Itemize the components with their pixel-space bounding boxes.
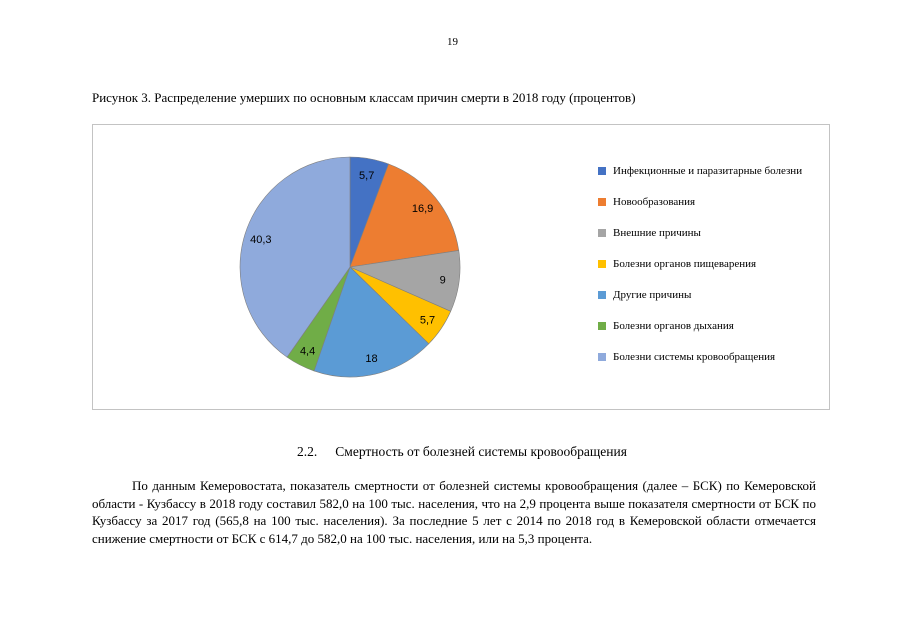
legend-swatch-4 <box>598 290 606 299</box>
pie-chart-frame: 5,7 16,9 9 5,7 18 4,4 40,3 Инфекционные и пара… <box>92 124 830 410</box>
pie-chart-svg: 5,7 16,9 9 5,7 18 4,4 40,3 <box>239 156 461 378</box>
pie-data-label-3: 5,7 <box>420 314 435 326</box>
legend-swatch-6 <box>598 352 606 361</box>
legend-swatch-3 <box>598 259 606 268</box>
pie-data-label-4: 18 <box>365 353 377 365</box>
pie-slice-1 <box>349 163 460 268</box>
legend-swatch-0 <box>598 166 606 175</box>
pie-chart: 5,7 16,9 9 5,7 18 4,4 40,3 <box>219 136 481 398</box>
legend-item-0: Инфекционные и паразитарные болезни <box>598 155 802 186</box>
legend-swatch-2 <box>598 228 606 237</box>
legend-label-3: Болезни органов пищеварения <box>613 257 757 270</box>
pie-data-label-6: 40,3 <box>250 234 271 246</box>
legend-label-6: Болезни системы кровообращения <box>613 350 776 363</box>
legend-item-5: Болезни органов дыхания <box>598 310 802 341</box>
legend-swatch-5 <box>598 321 606 330</box>
legend-item-1: Новообразования <box>598 186 802 217</box>
pie-data-label-0: 5,7 <box>359 170 374 182</box>
section-heading-text: Смертность от болезней системы кровообра… <box>335 444 627 459</box>
legend-item-4: Другие причины <box>598 279 802 310</box>
page-number: 19 <box>447 36 458 48</box>
legend-item-3: Болезни органов пищеварения <box>598 248 802 279</box>
chart-legend: Инфекционные и паразитарные болезни Новоо… <box>598 155 802 372</box>
legend-label-1: Новообразования <box>613 195 696 208</box>
pie-slice-4 <box>313 266 430 378</box>
legend-swatch-1 <box>598 197 606 206</box>
legend-label-0: Инфекционные и паразитарные болезни <box>613 164 803 177</box>
figure-caption: Рисунок 3. Распределение умерших по осно… <box>92 90 636 105</box>
pie-slice-6 <box>239 156 351 358</box>
legend-label-2: Внешние причины <box>613 226 701 239</box>
pie-data-label-5: 4,4 <box>300 345 315 357</box>
pie-data-label-2: 9 <box>440 274 446 286</box>
body-paragraph: По данным Кемеровостата, показатель смер… <box>92 478 816 546</box>
legend-item-6: Болезни системы кровообращения <box>598 341 802 372</box>
section-heading: 2.2. Смертность от болезней системы крово… <box>92 444 832 460</box>
legend-label-5: Болезни органов дыхания <box>613 319 734 332</box>
section-heading-number: 2.2. <box>297 444 318 459</box>
pie-data-label-1: 16,9 <box>412 203 433 215</box>
legend-item-2: Внешние причины <box>598 217 802 248</box>
legend-label-4: Другие причины <box>613 288 692 301</box>
